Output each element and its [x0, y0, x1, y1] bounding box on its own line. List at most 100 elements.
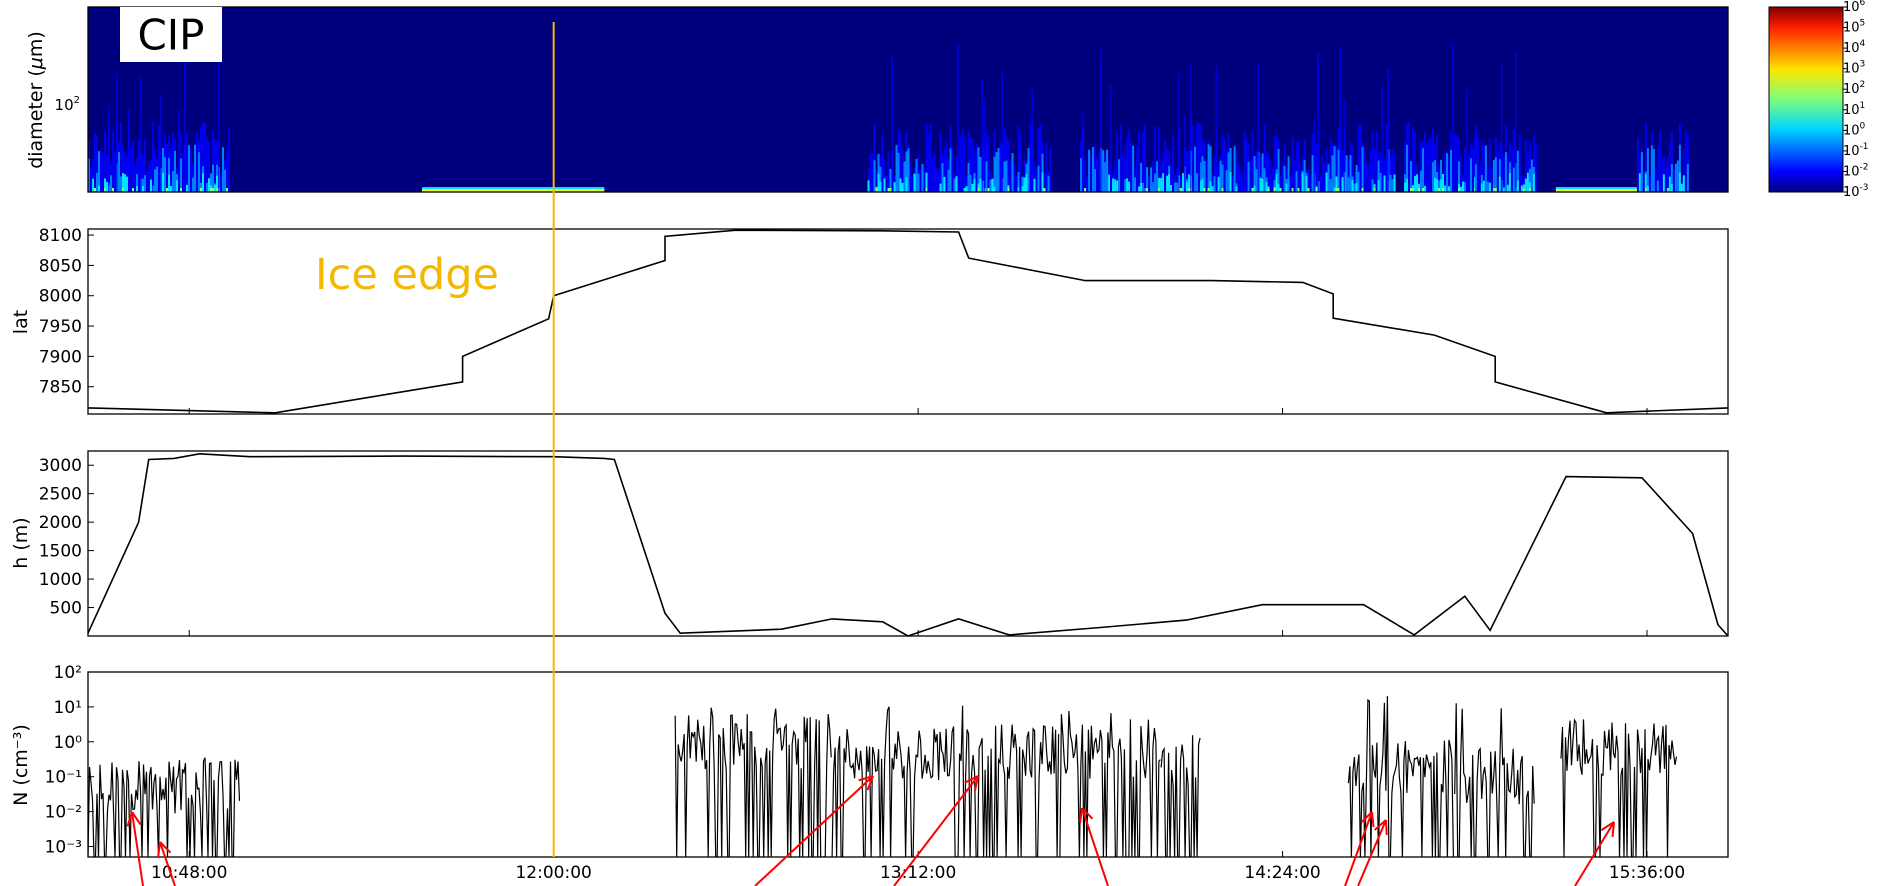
cip-spectrum-bin — [969, 175, 972, 192]
concentration-trace — [1454, 703, 1535, 857]
cip-spectrum-bin — [188, 145, 190, 192]
cip-spectrum-bin — [1448, 157, 1451, 192]
cip-spectrum-bin — [987, 136, 990, 192]
cip-spectrum-bin — [1670, 131, 1673, 192]
cip-spectrum-bin — [1682, 148, 1685, 192]
lat-panel-frame — [87, 228, 1729, 415]
cip-spectrum-bin — [1532, 173, 1535, 192]
cip-spectrum-bin — [1235, 186, 1238, 192]
cip-spectrum-bin — [112, 188, 114, 192]
cip-spectrum-bin — [1207, 188, 1210, 192]
cip-spectrum-bin — [871, 153, 874, 192]
cip-spectrum-bin — [1305, 175, 1308, 192]
cip-spectrum-bin — [1229, 172, 1232, 192]
cip-spectrum-bin — [194, 144, 196, 192]
cip-spectrum-bin — [967, 130, 970, 192]
cip-spectrum-bin — [1357, 124, 1360, 192]
annotation-arrow-head — [131, 811, 142, 825]
cip-spectrum-bin — [174, 150, 176, 192]
cip-spectrum-bin — [128, 109, 130, 192]
cip-spectrum-bin — [895, 144, 898, 192]
cip-spectrum-bin — [1438, 180, 1441, 192]
cip-spectrum-bin — [1482, 180, 1485, 192]
cip-spectrum-bin — [1520, 185, 1523, 192]
cip-spectrum-bin — [1160, 177, 1163, 192]
cip-spectrum-bin — [991, 178, 994, 192]
cip-spectrum-bin — [1287, 156, 1290, 192]
cip-spectrum-bin — [198, 152, 200, 192]
cip-spectrum-bin — [1184, 116, 1186, 192]
cip-spectrum-bin — [899, 133, 902, 192]
cip-spectrum-bin — [1422, 188, 1425, 192]
cip-spectrum-bin — [1140, 162, 1143, 192]
cip-spectrum-bin — [1468, 154, 1471, 192]
cip-spectrum-bin — [1644, 123, 1647, 192]
cip-spectrum-bin — [1136, 146, 1139, 192]
cip-spectrum-bin — [94, 133, 96, 192]
cip-spectrum-bin — [1122, 152, 1125, 192]
cip-spectrum-bin — [1448, 186, 1451, 192]
ytick-label: 7850 — [39, 378, 82, 398]
cip-spectrum-bin — [1555, 189, 1637, 192]
xtick-label: 13:12:00 — [880, 863, 956, 883]
cip-spectrum-bin — [1452, 44, 1454, 192]
cip-spectrum-bin — [1221, 135, 1224, 192]
cip-spectrum-bin — [909, 161, 912, 192]
cip-spectrum-bin — [1235, 150, 1238, 192]
cip-spectrum-bin — [1257, 63, 1260, 192]
cip-spectrum-bin — [102, 153, 104, 192]
cip-spectrum-bin — [1424, 131, 1427, 192]
cip-spectrum-bin — [1458, 188, 1461, 192]
cip-spectrum-bin — [1393, 154, 1396, 192]
cip-spectrum-bin — [1301, 173, 1304, 192]
cip-spectrum-bin — [1003, 161, 1006, 192]
cip-spectrum-bin — [981, 79, 984, 192]
cip-spectrum-bin — [228, 128, 230, 192]
cip-spectrum-bin — [993, 186, 996, 192]
cip-spectrum-bin — [1528, 168, 1531, 192]
cip-spectrum-bin — [1188, 188, 1191, 192]
cip-spectrum-bin — [172, 133, 174, 192]
cip-spectrum-bin — [1273, 188, 1276, 192]
cip-spectrum-bin — [166, 188, 168, 192]
annotation-arrow — [1357, 819, 1387, 886]
cip-spectrum-bin — [957, 44, 960, 192]
cip-spectrum-bin — [1233, 146, 1236, 192]
cip-spectrum-bin — [1158, 188, 1161, 192]
cip-spectrum-bin — [1253, 156, 1256, 192]
cip-spectrum-bin — [1297, 141, 1300, 192]
cip-spectrum-bin — [1460, 186, 1463, 192]
cip-spectrum-bin — [1644, 174, 1647, 192]
cip-spectrum-bin — [943, 176, 946, 192]
cip-spectrum-bin — [893, 182, 896, 192]
cip-spectrum-bin — [1217, 176, 1220, 192]
cip-spectrum-bin — [1650, 145, 1653, 192]
cip-spectrum-bin — [1670, 164, 1673, 192]
cip-spectrum-bin — [124, 152, 126, 192]
cip-spectrum-bin — [1534, 143, 1537, 192]
cip-spectrum-bin — [1371, 179, 1374, 192]
colorbar: 106 105 104 103 102 101 100 10-1 10-2 10-3 — [1768, 0, 1869, 200]
cip-spectrum-bin — [1347, 158, 1350, 192]
cip-spectrum-bin — [1440, 179, 1443, 192]
colorbar-tick-label: 105 — [1843, 19, 1865, 36]
cip-spectrum-bin — [1037, 165, 1040, 192]
annotation-arrow-head — [866, 775, 874, 791]
cip-spectrum-bin — [1652, 149, 1655, 192]
cip-spectrum-bin — [1365, 161, 1368, 192]
cip-spectrum-bin — [1640, 152, 1643, 192]
cip-spectrum-bin — [1180, 176, 1183, 192]
cip-spectrum-bin — [140, 77, 142, 192]
cip-spectrum-bin — [104, 188, 106, 192]
cip-spectrum-bin — [1307, 188, 1310, 192]
annotation-arrow — [159, 841, 176, 886]
ytick-label: 10⁰ — [54, 733, 83, 753]
cip-spectrum-bin — [1325, 172, 1328, 192]
cip-spectrum-bin — [1436, 135, 1439, 192]
cip-spectrum-bin — [1021, 176, 1024, 192]
cip-spectrum-bin — [961, 128, 964, 192]
cip-spectrum-bin — [104, 178, 106, 192]
cip-spectrum-bin — [995, 152, 998, 192]
cip-spectrum-bin — [1086, 176, 1089, 192]
